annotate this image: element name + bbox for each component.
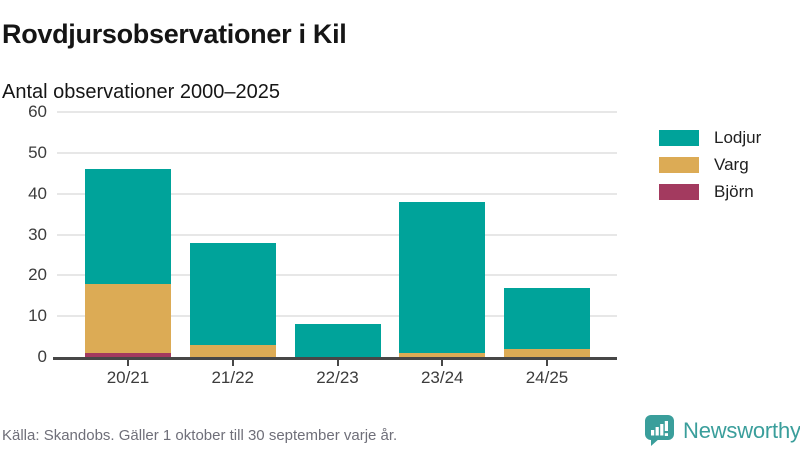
- bar-segment-varg-24-25: [504, 348, 590, 357]
- gridline: [57, 151, 617, 154]
- bar-segment-varg-20-21: [85, 283, 171, 353]
- legend-item-björn: Björn: [659, 182, 761, 201]
- bar-segment-lodjur-21-22: [189, 242, 276, 345]
- x-axis-tick: [546, 360, 548, 366]
- x-axis-label: 21/22: [211, 368, 255, 387]
- x-axis-tick: [127, 360, 129, 366]
- source-note: Källa: Skandobs. Gäller 1 oktober till 3…: [2, 427, 398, 444]
- bar-segment-varg-23-24: [399, 352, 486, 357]
- bar-segment-lodjur-20-21: [85, 169, 171, 284]
- bar-segment-björn-20-21: [85, 352, 171, 357]
- x-axis-label: 23/24: [420, 368, 464, 387]
- y-axis-tick-label: 60: [28, 102, 47, 121]
- y-axis-tick-label: 40: [28, 183, 47, 203]
- gridline: [57, 233, 617, 236]
- legend-item-varg: Varg: [659, 155, 761, 174]
- gridline: [57, 315, 617, 318]
- legend-swatch: [659, 184, 699, 200]
- bar-segment-lodjur-24-25: [504, 287, 590, 349]
- newsworthy-speech-bubble-bar-chart-icon: [645, 415, 674, 446]
- bar-segment-lodjur-22-23: [294, 324, 381, 357]
- brand-name: Newsworthy: [683, 417, 800, 443]
- stacked-bar-chart-plot-area: 20/21 21/22 22/23 23/24 24/25: [53, 111, 617, 387]
- y-axis-tick-label: 0: [37, 347, 47, 366]
- chart-legend: Lodjur Varg Björn: [659, 128, 762, 211]
- legend-item-lodjur: Lodjur: [659, 128, 762, 147]
- y-axis-tick-label: 30: [28, 224, 47, 244]
- x-axis-tick: [336, 360, 339, 366]
- legend-label: Lodjur: [714, 128, 762, 147]
- y-axis-tick-label: 50: [28, 142, 47, 162]
- page-title: Rovdjursobservationer i Kil: [2, 19, 347, 50]
- x-axis-label: 24/25: [525, 368, 569, 387]
- legend-swatch: [659, 157, 699, 173]
- x-axis-tick: [441, 360, 444, 366]
- legend-swatch: [659, 130, 699, 146]
- x-axis-baseline: [53, 357, 617, 360]
- legend-label: Varg: [714, 155, 749, 174]
- x-axis-label: 22/23: [316, 368, 359, 387]
- gridline: [57, 274, 617, 277]
- gridline: [57, 192, 617, 195]
- bar-segment-lodjur-23-24: [399, 201, 486, 353]
- chart-subtitle: Antal observationer 2000–2025: [2, 80, 280, 103]
- x-axis-label: 20/21: [106, 368, 150, 387]
- legend-label: Björn: [714, 182, 754, 201]
- x-axis-tick: [231, 360, 234, 366]
- newsworthy-logo: Newsworthy: [644, 414, 800, 447]
- bar-segment-varg-21-22: [189, 344, 276, 357]
- gridline: [57, 111, 617, 113]
- y-axis-tick-label: 10: [28, 306, 47, 326]
- y-axis-tick-label: 20: [28, 265, 47, 285]
